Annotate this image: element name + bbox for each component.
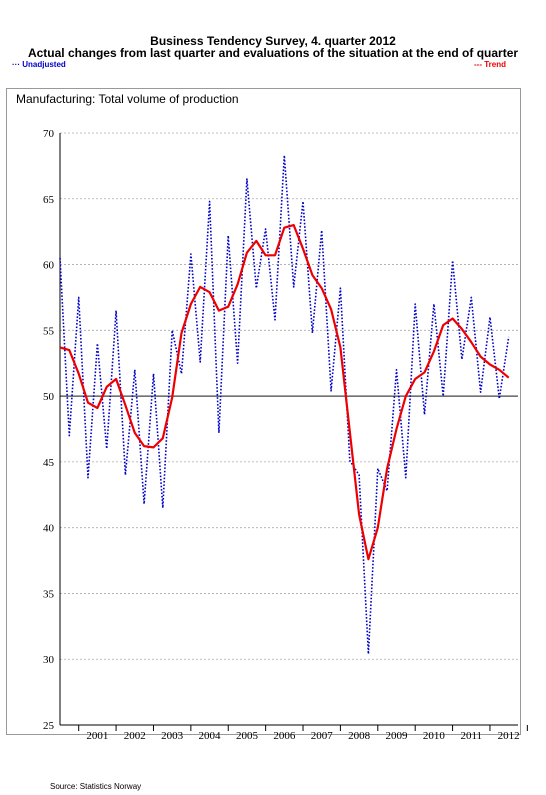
x-tick-label-2007: 2007 [311,730,334,742]
y-tick-label-40: 40 [43,523,55,535]
chart-panel [6,88,521,735]
y-tick-label-70: 70 [43,128,55,140]
x-tick-label-2012: 2012 [498,730,520,742]
x-tick-label-2009: 2009 [385,730,408,742]
y-tick-label-65: 65 [43,194,55,206]
y-tick-label-55: 55 [43,325,55,337]
x-tick-label-2011: 2011 [460,730,482,742]
axis-layer [59,133,528,731]
y-tick-label-60: 60 [43,260,55,272]
y-tick-label-25: 25 [43,720,55,732]
y-tick-label-50: 50 [43,391,55,403]
x-tick-label-2005: 2005 [236,730,259,742]
legend-unadjusted-swatch: ··· [12,60,20,69]
source-note: Source: Statistics Norway [50,782,142,791]
x-tick-label-2010: 2010 [423,730,446,742]
y-tick-label-35: 35 [43,588,55,600]
label-layer: 25 30 35 40 45 50 55 60 65 70 2001 2002 2003 2004 2005… [43,128,520,742]
x-tick-label-2004: 2004 [199,730,222,742]
x-tick-label-2001: 2001 [86,730,108,742]
x-tick-label-2006: 2006 [273,730,296,742]
series-trend-line [59,224,510,561]
legend-trend: --- Trend [474,60,506,69]
y-tick-label-30: 30 [43,654,55,666]
legend-trend-swatch: --- [473,60,482,69]
legend-unadjusted-label: Unadjusted [22,60,66,69]
legend-unadjusted: ··· Unadjusted [12,60,66,69]
panel-label: Manufacturing: Total volume of productio… [16,92,239,106]
y-tick-label-45: 45 [43,457,55,469]
x-tick-label-2003: 2003 [161,730,184,742]
grid-layer [60,132,518,660]
legend-trend-label: Trend [484,60,506,69]
x-tick-label-2002: 2002 [124,730,146,742]
chart-title: Business Tendency Survey, 4. quarter 201… [150,34,396,48]
chart-subtitle: Actual changes from last quarter and eva… [27,46,519,60]
x-tick-label-2008: 2008 [348,730,371,742]
series-layer [59,154,510,655]
